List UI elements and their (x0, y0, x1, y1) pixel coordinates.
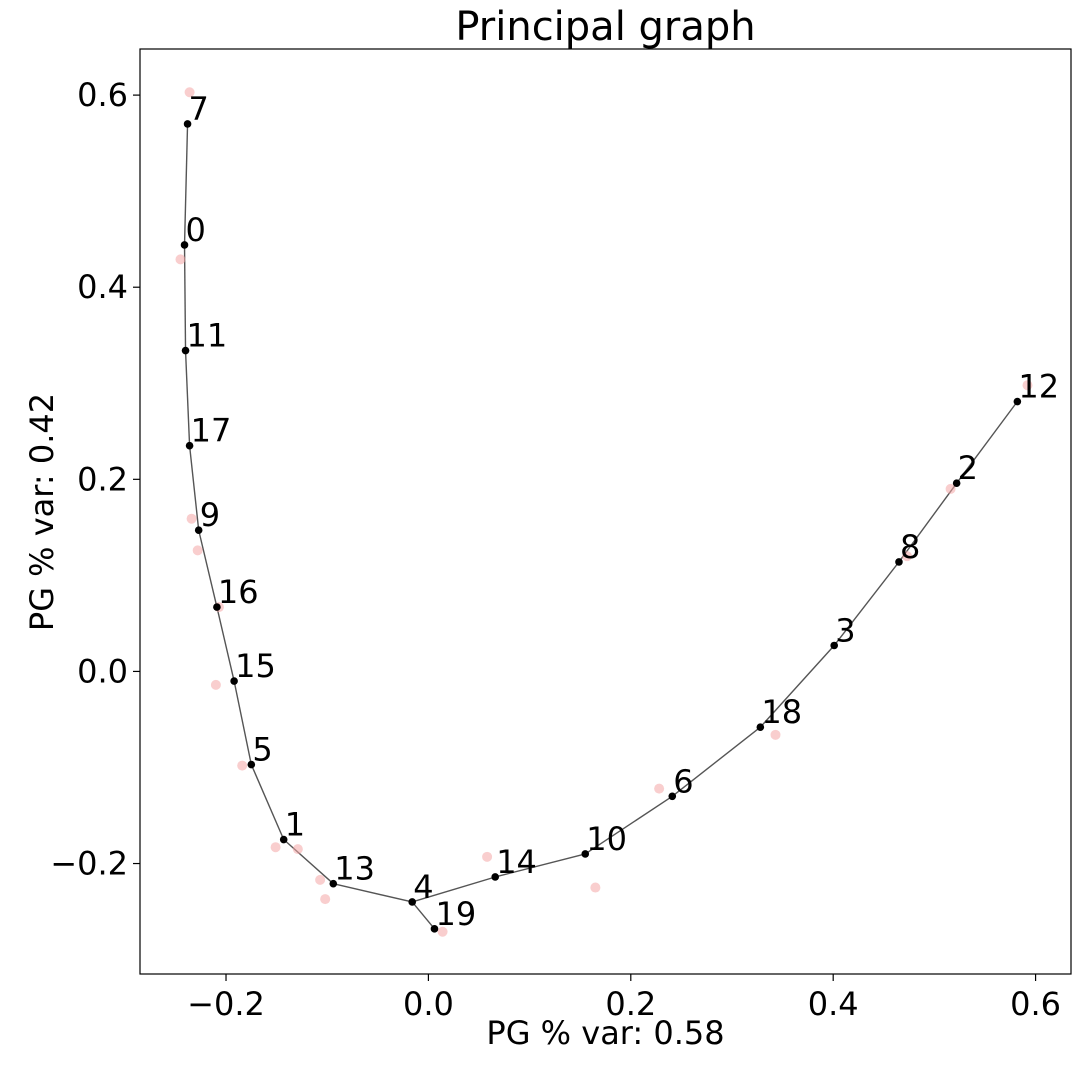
graph-node-9 (194, 526, 203, 535)
y-tick-label: 0.0 (77, 652, 128, 690)
graph-edge (333, 883, 413, 903)
node-label-8: 8 (900, 528, 920, 566)
graph-nodes (180, 120, 1022, 933)
graph-edge (759, 645, 835, 728)
graph-node-7 (183, 120, 192, 128)
axes: −0.2 0.0 0.2 0.4 0.6 −0.2 0.0 0.2 0.4 0.6 (50, 48, 1072, 1023)
sample-point (437, 926, 448, 937)
sample-point (175, 254, 186, 265)
graph-edge (198, 530, 218, 608)
graph-node-13 (329, 879, 338, 888)
graph-edge (412, 876, 496, 903)
x-tick-label: 0.4 (808, 985, 859, 1023)
x-tick-label: −0.2 (187, 985, 265, 1023)
graph-node-16 (213, 603, 221, 611)
graph-node-6 (668, 792, 677, 801)
sample-point (482, 851, 493, 862)
graph-node-8 (895, 558, 903, 566)
sample-point (1022, 380, 1033, 391)
graph-edge (216, 606, 235, 682)
node-label-17: 17 (191, 412, 232, 450)
graph-edge (898, 482, 958, 563)
node-label-5: 5 (252, 731, 272, 769)
chart-title: Principal graph (455, 4, 756, 50)
node-label-13: 13 (334, 850, 375, 888)
node-label-18: 18 (761, 693, 802, 731)
node-label-2: 2 (958, 449, 978, 487)
sample-points (175, 87, 1033, 937)
graph-edge (250, 764, 285, 840)
graph-node-0 (180, 241, 189, 249)
graph-edge (183, 244, 187, 351)
graph-edge (833, 561, 900, 646)
sample-point (292, 844, 303, 855)
sample-point (315, 874, 326, 885)
node-label-10: 10 (586, 820, 627, 858)
graph-edge (411, 901, 436, 930)
sample-point (192, 545, 203, 556)
graph-edge (671, 726, 761, 797)
graph-node-12 (1013, 397, 1022, 406)
graph-node-3 (830, 641, 839, 650)
sample-point (184, 87, 195, 98)
graph-node-15 (230, 677, 238, 685)
node-label-15: 15 (235, 647, 276, 685)
node-label-16: 16 (218, 573, 259, 611)
sample-point (237, 760, 248, 771)
sample-point (320, 894, 331, 905)
node-label-11: 11 (187, 317, 228, 355)
x-tick-label: 0.6 (1010, 985, 1061, 1023)
graph-node-18 (756, 723, 765, 731)
sample-point (590, 882, 601, 893)
sample-point (770, 729, 781, 740)
y-tick-label: 0.2 (77, 460, 128, 498)
node-label-6: 6 (673, 762, 693, 800)
graph-edge (495, 853, 586, 878)
sample-point (210, 679, 221, 690)
graph-edge (233, 680, 253, 765)
node-label-3: 3 (835, 611, 855, 649)
node-label-4: 4 (413, 868, 433, 906)
plot-frame (139, 48, 1072, 975)
sample-point (186, 513, 197, 524)
y-tick-label: 0.4 (77, 268, 128, 306)
graph-node-19 (430, 925, 439, 933)
y-tick-label: −0.2 (50, 845, 128, 883)
node-label-7: 7 (189, 90, 209, 128)
graph-edge (188, 445, 200, 531)
graph-node-1 (279, 835, 288, 844)
node-label-19: 19 (435, 895, 476, 933)
graph-node-10 (581, 850, 590, 858)
graph-edge (184, 350, 191, 446)
graph-node-11 (181, 346, 190, 355)
graph-node-17 (185, 441, 194, 450)
sample-point (945, 483, 956, 494)
node-label-0: 0 (186, 211, 206, 249)
node-label-14: 14 (496, 843, 537, 881)
graph-node-4 (408, 898, 417, 906)
x-tick-label: 0.2 (605, 985, 656, 1023)
x-axis-label: PG % var: 0.58 (486, 1014, 725, 1052)
graph-edge (584, 795, 673, 855)
sample-point (654, 783, 665, 794)
graph-edge (283, 839, 334, 885)
node-label-12: 12 (1018, 368, 1059, 406)
graph-edge (183, 123, 189, 245)
graph-edges (183, 123, 1018, 930)
graph-node-2 (952, 479, 961, 487)
x-tick-label: 0.0 (403, 985, 454, 1023)
sample-point (270, 842, 281, 853)
y-tick-label: 0.6 (77, 76, 128, 114)
sample-point (902, 551, 913, 562)
node-label-9: 9 (200, 496, 220, 534)
graph-node-14 (491, 873, 499, 881)
node-label-1: 1 (285, 806, 305, 844)
graph-node-5 (247, 760, 256, 769)
graph-edge (956, 401, 1018, 484)
